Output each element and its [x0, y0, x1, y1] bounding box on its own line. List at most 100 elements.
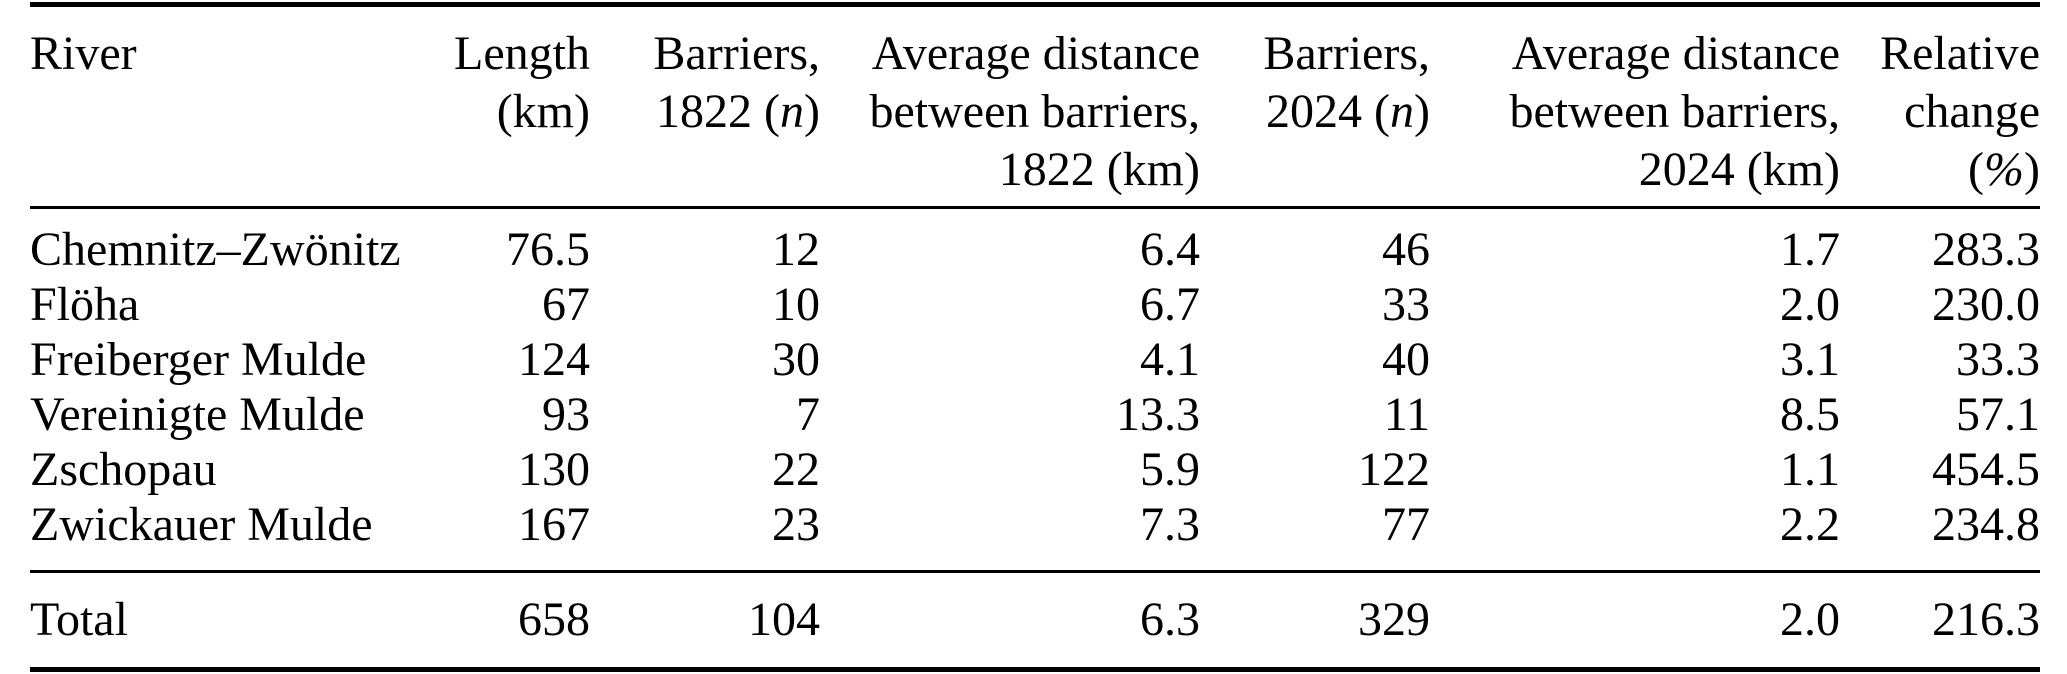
table-row: Freiberger Mulde 124 30 4.1 40 3.1 33.3 — [30, 332, 2040, 387]
header-text: Barriers, — [1263, 27, 1430, 80]
header-line: 2024 (km) — [1430, 141, 1840, 199]
header-line: Length — [410, 25, 590, 83]
cell-relative-change: 234.8 — [1932, 498, 2040, 551]
table-row: Flöha 67 10 6.7 33 2.0 230.0 — [30, 277, 2040, 332]
total-cell-barriers-2024: 329 — [1358, 593, 1430, 646]
cell-river: Freiberger Mulde — [30, 333, 367, 386]
header-line: Average distance — [820, 25, 1200, 83]
header-cell-avg-distance-1822: Average distance between barriers, 1822 (k… — [820, 5, 1201, 208]
cell-length-km: 76.5 — [506, 223, 590, 276]
header-line: between barriers, — [820, 83, 1201, 141]
cell-avg-distance-1822: 4.1 — [1140, 333, 1200, 386]
total-cell-avg-distance-1822: 6.3 — [1140, 593, 1200, 646]
header-line: (%) — [1840, 141, 2040, 199]
table-row: Vereinigte Mulde 93 7 13.3 11 8.5 57.1 — [30, 387, 2040, 442]
total-cell-length-km: 658 — [518, 593, 590, 646]
cell-river: Zschopau — [30, 443, 217, 496]
cell-barriers-1822: 12 — [772, 223, 820, 276]
header-text: ( — [1968, 143, 1985, 196]
header-text: n — [780, 85, 805, 138]
header-line: (km) — [410, 83, 590, 141]
cell-barriers-2024: 122 — [1358, 443, 1430, 496]
header-line: Barriers, — [590, 25, 820, 83]
cell-relative-change: 230.0 — [1932, 278, 2040, 331]
header-text: Average distance — [1511, 27, 1840, 80]
cell-relative-change: 33.3 — [1956, 333, 2040, 386]
total-label: Total — [30, 593, 128, 646]
cell-river: Zwickauer Mulde — [30, 498, 373, 551]
header-text: (km) — [496, 85, 590, 138]
cell-length-km: 167 — [518, 498, 590, 551]
table-row: Zschopau 130 22 5.9 122 1.1 454.5 — [30, 442, 2040, 497]
header-text: 1822 (km) — [998, 143, 1200, 196]
total-cell-avg-distance-2024: 2.0 — [1780, 593, 1840, 646]
cell-barriers-2024: 46 — [1382, 223, 1430, 276]
cell-length-km: 130 — [518, 443, 590, 496]
cell-avg-distance-1822: 13.3 — [1116, 388, 1200, 441]
cell-relative-change: 454.5 — [1932, 443, 2040, 496]
cell-relative-change: 283.3 — [1932, 223, 2040, 276]
cell-barriers-1822: 22 — [772, 443, 820, 496]
cell-avg-distance-2024: 3.1 — [1780, 333, 1840, 386]
header-text: Length — [454, 27, 590, 80]
header-cell-barriers-2024: Barriers, 2024 (n) — [1200, 5, 1430, 208]
header-text: % — [1984, 143, 2025, 196]
table-body: Chemnitz–Zwönitz 76.5 12 6.4 46 1.7 283.3 Flöha… — [30, 208, 2040, 572]
header-text: Barriers, — [653, 27, 820, 80]
cell-avg-distance-2024: 1.7 — [1780, 223, 1840, 276]
header-line: change — [1840, 83, 2040, 141]
header-line: between barriers, — [1430, 83, 1841, 141]
header-cell-barriers-1822: Barriers, 1822 (n) — [590, 5, 820, 208]
cell-barriers-1822: 10 — [772, 278, 820, 331]
header-text: between barriers, — [1509, 85, 1841, 138]
cell-avg-distance-2024: 8.5 — [1780, 388, 1840, 441]
header-text: 1822 ( — [656, 85, 781, 138]
header-line: 2024 (n) — [1200, 83, 1430, 141]
header-line: 1822 (n) — [590, 83, 820, 141]
header-cell-avg-distance-2024: Average distance between barriers, 2024 (k… — [1430, 5, 1841, 208]
cell-avg-distance-1822: 6.7 — [1140, 278, 1200, 331]
table-footer: Total 658 104 6.3 329 2.0 216.3 — [30, 571, 2040, 670]
header-text: ) — [1414, 85, 1430, 138]
header-row: River Length (km) Barriers, 1822 (n) Average … — [30, 5, 2040, 208]
header-line: River — [30, 25, 410, 83]
header-line: Barriers, — [1200, 25, 1430, 83]
table-row: Chemnitz–Zwönitz 76.5 12 6.4 46 1.7 283.3 — [30, 208, 2040, 278]
header-text: between barriers, — [869, 85, 1201, 138]
header-cell-length-km: Length (km) — [410, 5, 590, 208]
cell-barriers-1822: 23 — [772, 498, 820, 551]
header-text: ) — [804, 85, 820, 138]
table-header: River Length (km) Barriers, 1822 (n) Average … — [30, 5, 2040, 208]
header-text: change — [1904, 85, 2040, 138]
cell-avg-distance-2024: 2.0 — [1780, 278, 1840, 331]
cell-barriers-2024: 11 — [1383, 388, 1430, 441]
cell-avg-distance-1822: 6.4 — [1140, 223, 1200, 276]
cell-river: Flöha — [30, 278, 140, 331]
header-line: Average distance — [1430, 25, 1840, 83]
header-text: Relative — [1880, 27, 2040, 80]
cell-length-km: 124 — [518, 333, 590, 386]
cell-barriers-1822: 30 — [772, 333, 820, 386]
total-row: Total 658 104 6.3 329 2.0 216.3 — [30, 572, 2040, 670]
header-text: Average distance — [871, 27, 1200, 80]
river-barriers-table: River Length (km) Barriers, 1822 (n) Average … — [30, 2, 2040, 672]
cell-barriers-2024: 40 — [1382, 333, 1430, 386]
cell-length-km: 93 — [542, 388, 590, 441]
header-line: Relative — [1840, 25, 2040, 83]
cell-avg-distance-1822: 5.9 — [1140, 443, 1200, 496]
cell-barriers-2024: 77 — [1382, 498, 1430, 551]
total-cell-relative-change: 216.3 — [1932, 593, 2040, 646]
header-cell-river: River — [30, 5, 410, 208]
cell-river: Chemnitz–Zwönitz — [30, 223, 401, 276]
header-line: 1822 (km) — [820, 141, 1200, 199]
cell-avg-distance-2024: 2.2 — [1780, 498, 1840, 551]
header-cell-relative-change: Relative change (%) — [1840, 5, 2040, 208]
cell-avg-distance-2024: 1.1 — [1780, 443, 1840, 496]
cell-barriers-1822: 7 — [796, 388, 820, 441]
header-text: n — [1390, 85, 1415, 138]
cell-avg-distance-1822: 7.3 — [1140, 498, 1200, 551]
cell-river: Vereinigte Mulde — [30, 388, 365, 441]
header-text: 2024 (km) — [1638, 143, 1840, 196]
header-text: 2024 ( — [1266, 85, 1391, 138]
